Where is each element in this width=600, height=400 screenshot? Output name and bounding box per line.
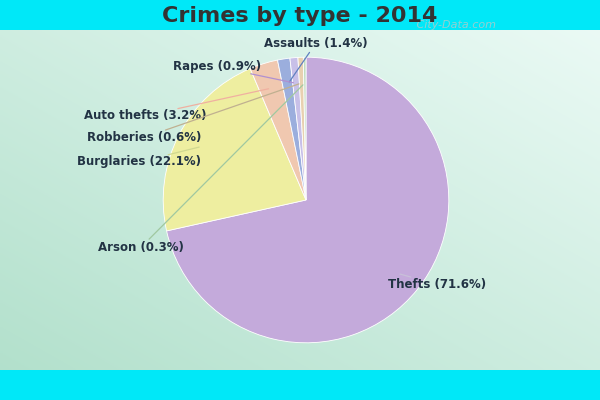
Wedge shape [304, 57, 306, 200]
Wedge shape [167, 57, 449, 343]
Text: Thefts (71.6%): Thefts (71.6%) [388, 274, 486, 291]
Text: Robberies (0.6%): Robberies (0.6%) [87, 84, 299, 144]
Wedge shape [298, 57, 306, 200]
Wedge shape [163, 68, 306, 231]
Text: Arson (0.3%): Arson (0.3%) [98, 85, 303, 254]
Wedge shape [290, 58, 306, 200]
Text: Burglaries (22.1%): Burglaries (22.1%) [77, 147, 201, 168]
Text: Rapes (0.9%): Rapes (0.9%) [173, 60, 293, 83]
Wedge shape [250, 60, 306, 200]
Text: Assaults (1.4%): Assaults (1.4%) [264, 37, 367, 82]
Text: Auto thefts (3.2%): Auto thefts (3.2%) [84, 89, 269, 122]
Wedge shape [278, 58, 306, 200]
Text: City-Data.com: City-Data.com [413, 20, 496, 30]
Text: Crimes by type - 2014: Crimes by type - 2014 [163, 6, 437, 26]
